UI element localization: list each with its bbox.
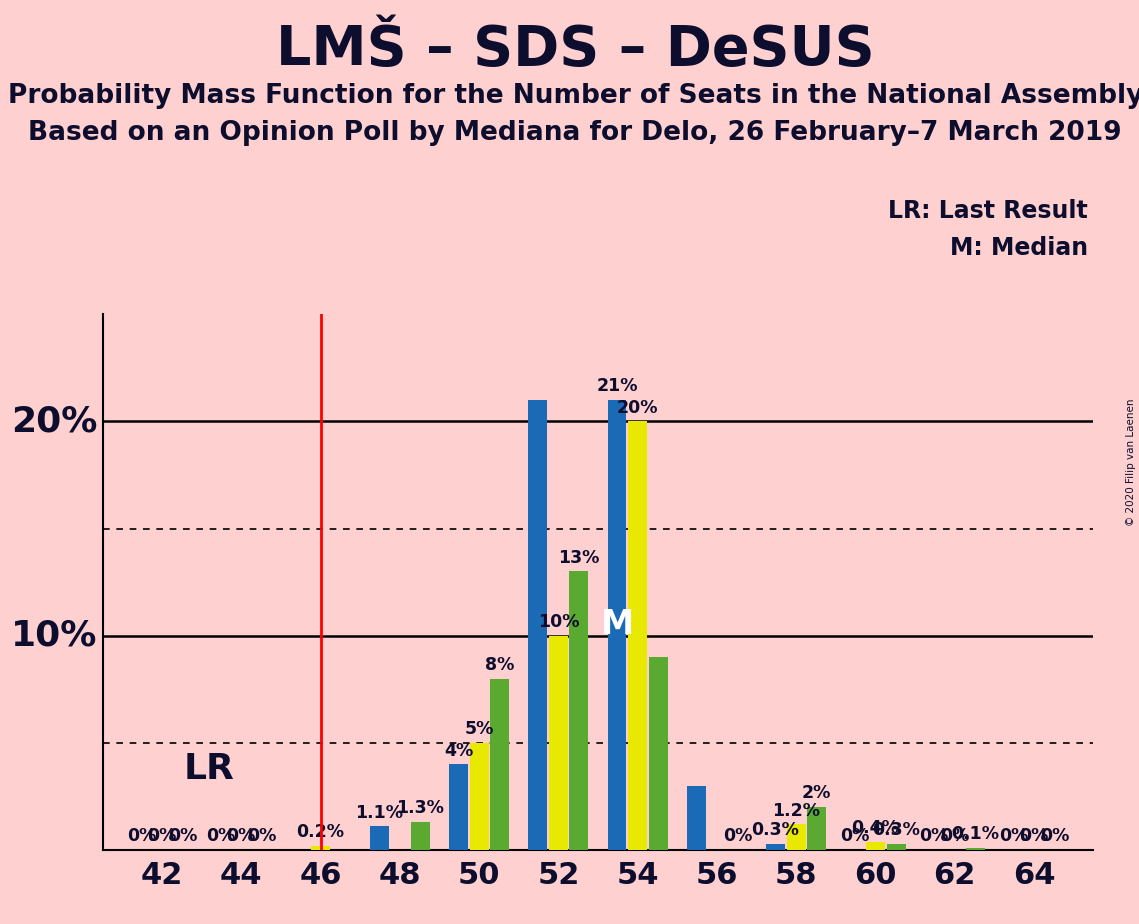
Text: LMŠ – SDS – DeSUS: LMŠ – SDS – DeSUS	[276, 23, 875, 77]
Bar	[469, 743, 489, 850]
Text: M: Median: M: Median	[950, 236, 1088, 260]
Text: 0%: 0%	[1019, 827, 1049, 845]
Text: 0%: 0%	[940, 827, 969, 845]
Text: 0%: 0%	[247, 827, 277, 845]
Bar	[808, 808, 826, 850]
Text: © 2020 Filip van Laenen: © 2020 Filip van Laenen	[1126, 398, 1136, 526]
Text: 0%: 0%	[147, 827, 177, 845]
Bar	[449, 764, 468, 850]
Text: 0.1%: 0.1%	[951, 825, 999, 844]
Text: 13%: 13%	[558, 549, 599, 566]
Text: 0%: 0%	[723, 827, 752, 845]
Text: 0.4%: 0.4%	[852, 819, 900, 837]
Text: M: M	[600, 609, 633, 641]
Bar	[767, 844, 785, 850]
Text: LR: Last Result: LR: Last Result	[888, 199, 1088, 223]
Text: 0%: 0%	[167, 827, 197, 845]
Text: 10%: 10%	[11, 619, 98, 652]
Text: Based on an Opinion Poll by Mediana for Delo, 26 February–7 March 2019: Based on an Opinion Poll by Mediana for …	[28, 120, 1122, 146]
Bar	[311, 845, 330, 850]
Text: 20%: 20%	[617, 398, 658, 417]
Text: 4%: 4%	[444, 742, 473, 760]
Bar	[411, 822, 429, 850]
Text: 0%: 0%	[1040, 827, 1070, 845]
Bar	[866, 842, 885, 850]
Text: 0%: 0%	[919, 827, 949, 845]
Text: 1.3%: 1.3%	[396, 799, 444, 818]
Text: 1.1%: 1.1%	[355, 804, 403, 821]
Bar	[549, 636, 568, 850]
Bar	[490, 678, 509, 850]
Text: 5%: 5%	[465, 720, 493, 738]
Text: 0.3%: 0.3%	[752, 821, 800, 839]
Bar	[649, 657, 667, 850]
Text: 0%: 0%	[206, 827, 236, 845]
Text: 0.2%: 0.2%	[296, 823, 344, 841]
Text: 21%: 21%	[596, 377, 638, 395]
Text: 0%: 0%	[999, 827, 1029, 845]
Text: 10%: 10%	[538, 613, 579, 631]
Text: LR: LR	[185, 751, 235, 785]
Bar	[570, 571, 589, 850]
Text: Probability Mass Function for the Number of Seats in the National Assembly: Probability Mass Function for the Number…	[8, 83, 1139, 109]
Bar	[528, 400, 547, 850]
Text: 0%: 0%	[841, 827, 869, 845]
Text: 20%: 20%	[11, 405, 98, 438]
Text: 0.3%: 0.3%	[872, 821, 920, 839]
Text: 0%: 0%	[227, 827, 256, 845]
Text: 1.2%: 1.2%	[772, 802, 820, 820]
Bar	[966, 848, 985, 850]
Text: 2%: 2%	[802, 784, 831, 802]
Bar	[370, 826, 388, 850]
Bar	[628, 421, 647, 850]
Text: 0%: 0%	[126, 827, 156, 845]
Text: 8%: 8%	[485, 656, 515, 674]
Bar	[787, 824, 805, 850]
Bar	[886, 844, 906, 850]
Bar	[607, 400, 626, 850]
Bar	[687, 785, 706, 850]
